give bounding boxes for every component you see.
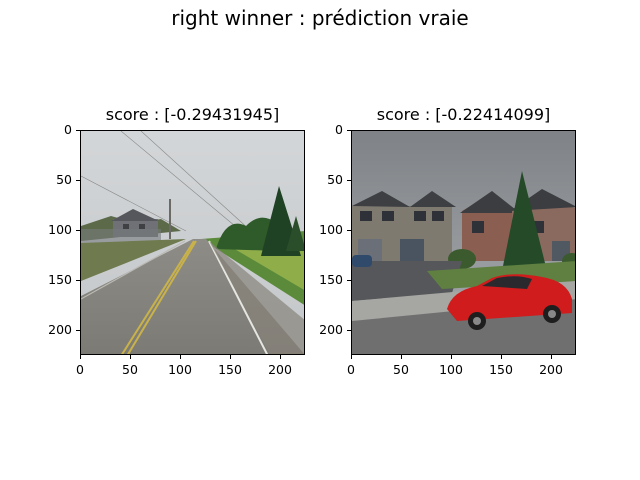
- xtick-label: 0: [76, 362, 84, 377]
- ytick-mark: [76, 180, 80, 181]
- xtick-mark: [280, 355, 281, 359]
- xtick-label: 150: [489, 362, 513, 377]
- xtick-mark: [80, 355, 81, 359]
- ytick-mark: [347, 180, 351, 181]
- xtick-label: 0: [347, 362, 355, 377]
- ytick-mark: [347, 130, 351, 131]
- ytick-mark: [76, 330, 80, 331]
- panel-right-title: score : [-0.22414099]: [376, 105, 551, 124]
- xtick-label: 150: [218, 362, 242, 377]
- ytick-label: 150: [48, 272, 72, 287]
- xtick-label: 100: [168, 362, 192, 377]
- panel-right: 0 50 100 150 200 0 50 100 150 200: [319, 123, 576, 377]
- xtick-label: 200: [539, 362, 563, 377]
- ytick-label: 0: [335, 122, 343, 137]
- road-photo: [81, 131, 304, 354]
- xtick-label: 50: [122, 362, 138, 377]
- xtick-mark: [551, 355, 552, 359]
- houses-photo: [352, 131, 575, 354]
- xtick-mark: [501, 355, 502, 359]
- xtick-label: 100: [439, 362, 463, 377]
- ytick-label: 100: [48, 222, 72, 237]
- panel-left: 0 50 100 150 200 0 50 100 150 200: [48, 123, 305, 377]
- xtick-label: 200: [268, 362, 292, 377]
- xtick-mark: [451, 355, 452, 359]
- xtick-mark: [230, 355, 231, 359]
- ytick-label: 0: [64, 122, 72, 137]
- ytick-label: 200: [48, 322, 72, 337]
- ytick-mark: [76, 130, 80, 131]
- panel-right-image: [351, 130, 576, 355]
- ytick-mark: [347, 330, 351, 331]
- ytick-label: 200: [319, 322, 343, 337]
- ytick-label: 150: [319, 272, 343, 287]
- xtick-label: 50: [393, 362, 409, 377]
- ytick-mark: [76, 230, 80, 231]
- xtick-mark: [401, 355, 402, 359]
- xtick-mark: [180, 355, 181, 359]
- ytick-mark: [347, 280, 351, 281]
- xtick-mark: [351, 355, 352, 359]
- ytick-label: 50: [327, 172, 343, 187]
- xtick-mark: [130, 355, 131, 359]
- ytick-mark: [347, 230, 351, 231]
- ytick-mark: [76, 280, 80, 281]
- panel-left-image: [80, 130, 305, 355]
- panel-left-title: score : [-0.29431945]: [105, 105, 280, 124]
- ytick-label: 50: [56, 172, 72, 187]
- ytick-label: 100: [319, 222, 343, 237]
- figure-suptitle: right winner : prédiction vraie: [171, 6, 469, 30]
